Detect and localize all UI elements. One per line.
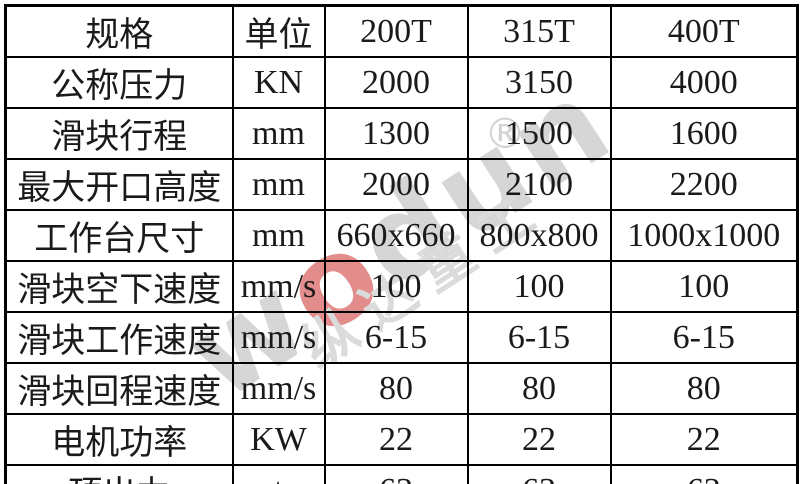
unit-cell: KW [231, 413, 326, 466]
spec-table: 规格 单位 200T 315T 400T 公称压力 KN 2000 3150 4… [4, 4, 799, 484]
unit-cell: mm/s [231, 311, 326, 364]
row-label: 公称压力 [4, 56, 234, 109]
value-cell: 2200 [609, 158, 799, 211]
value-cell: 1500 [466, 107, 612, 160]
table-row: 公称压力 KN 2000 3150 4000 [4, 56, 799, 109]
value-cell: 2000 [323, 56, 469, 109]
value-cell: 63 [323, 464, 469, 484]
header-row: 规格 单位 200T 315T 400T [4, 4, 799, 58]
row-label: 滑块空下速度 [4, 260, 234, 313]
table-row: 工作台尺寸 mm 660x660 800x800 1000x1000 [4, 209, 799, 262]
value-cell: 2000 [323, 158, 469, 211]
unit-cell: mm [231, 209, 326, 262]
value-cell: 22 [323, 413, 469, 466]
header-cell-model: 400T [609, 4, 799, 58]
row-label: 滑块行程 [4, 107, 234, 160]
unit-cell: t [231, 464, 326, 484]
unit-cell: mm/s [231, 362, 326, 415]
table-row: 滑块回程速度 mm/s 80 80 80 [4, 362, 799, 415]
value-cell: 63 [466, 464, 612, 484]
row-label: 工作台尺寸 [4, 209, 234, 262]
value-cell: 22 [609, 413, 799, 466]
value-cell: 100 [466, 260, 612, 313]
value-cell: 6-15 [609, 311, 799, 364]
header-cell-model: 200T [323, 4, 469, 58]
value-cell: 63 [609, 464, 799, 484]
value-cell: 4000 [609, 56, 799, 109]
header-cell-model: 315T [466, 4, 612, 58]
value-cell: 80 [323, 362, 469, 415]
unit-cell: KN [231, 56, 326, 109]
table-row: 滑块工作速度 mm/s 6-15 6-15 6-15 [4, 311, 799, 364]
table-row: 电机功率 KW 22 22 22 [4, 413, 799, 466]
unit-cell: mm/s [231, 260, 326, 313]
value-cell: 100 [609, 260, 799, 313]
value-cell: 80 [609, 362, 799, 415]
table-row: 顶出力 t 63 63 63 [4, 464, 799, 484]
row-label: 顶出力 [4, 464, 234, 484]
value-cell: 100 [323, 260, 469, 313]
table-row: 最大开口高度 mm 2000 2100 2200 [4, 158, 799, 211]
table-row: 滑块空下速度 mm/s 100 100 100 [4, 260, 799, 313]
unit-cell: mm [231, 158, 326, 211]
header-cell-unit: 单位 [231, 4, 326, 58]
value-cell: 6-15 [466, 311, 612, 364]
value-cell: 6-15 [323, 311, 469, 364]
value-cell: 3150 [466, 56, 612, 109]
value-cell: 660x660 [323, 209, 469, 262]
row-label: 电机功率 [4, 413, 234, 466]
row-label: 滑块回程速度 [4, 362, 234, 415]
value-cell: 2100 [466, 158, 612, 211]
row-label: 最大开口高度 [4, 158, 234, 211]
value-cell: 22 [466, 413, 612, 466]
header-cell-spec: 规格 [4, 4, 234, 58]
row-label: 滑块工作速度 [4, 311, 234, 364]
table-row: 滑块行程 mm 1300 1500 1600 [4, 107, 799, 160]
value-cell: 80 [466, 362, 612, 415]
value-cell: 1600 [609, 107, 799, 160]
value-cell: 1300 [323, 107, 469, 160]
unit-cell: mm [231, 107, 326, 160]
value-cell: 800x800 [466, 209, 612, 262]
value-cell: 1000x1000 [609, 209, 799, 262]
